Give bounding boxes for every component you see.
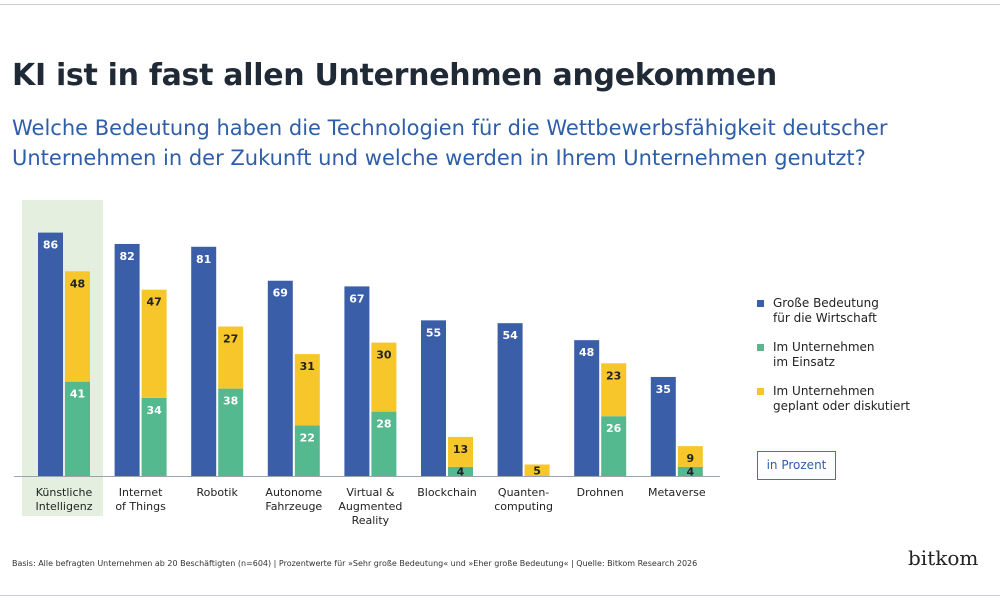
bar-green bbox=[218, 388, 244, 476]
category-label: Virtual & bbox=[346, 486, 394, 499]
unit-label: in Prozent bbox=[757, 451, 836, 480]
bar-yellow bbox=[141, 289, 167, 398]
legend-label: für die Wirtschaft bbox=[773, 311, 877, 325]
bar-blue bbox=[191, 246, 217, 476]
bar-blue bbox=[344, 286, 370, 476]
legend-item-green: Im Unternehmen im Einsatz bbox=[757, 340, 910, 370]
bar-blue bbox=[114, 243, 140, 476]
legend-label: Im Unternehmen bbox=[773, 340, 875, 354]
bar-green bbox=[141, 397, 167, 476]
bar-green bbox=[371, 411, 397, 476]
legend-label: Im Unternehmen bbox=[773, 384, 875, 398]
category-label: Drohnen bbox=[577, 486, 624, 499]
data-label-blue: 54 bbox=[502, 329, 518, 342]
legend-item-blue: Große Bedeutung für die Wirtschaft bbox=[757, 296, 910, 326]
legend-label: im Einsatz bbox=[773, 355, 835, 369]
category-label: computing bbox=[494, 500, 553, 513]
data-label-blue: 69 bbox=[273, 287, 288, 300]
bar-blue bbox=[497, 323, 523, 476]
category-label: Künstliche bbox=[36, 486, 93, 499]
category-label: Robotik bbox=[197, 486, 239, 499]
data-label-blue: 81 bbox=[196, 253, 211, 266]
bar-blue bbox=[267, 280, 293, 476]
data-label-yellow: 27 bbox=[223, 333, 238, 346]
subtitle: Welche Bedeutung haben die Technologien … bbox=[12, 116, 888, 170]
data-label-green: 28 bbox=[376, 418, 391, 431]
data-label-yellow: 5 bbox=[533, 464, 541, 477]
bar-green bbox=[601, 416, 627, 476]
bar-yellow bbox=[448, 436, 473, 467]
legend-item-yellow: Im Unternehmen geplant oder diskutiert bbox=[757, 384, 910, 414]
data-label-blue: 86 bbox=[43, 239, 59, 252]
bar-blue bbox=[38, 232, 63, 476]
bar-yellow bbox=[371, 342, 397, 412]
bar-yellow bbox=[524, 464, 550, 476]
data-label-green: 38 bbox=[223, 395, 238, 408]
data-label-yellow: 13 bbox=[453, 443, 468, 456]
category-label: of Things bbox=[115, 500, 166, 513]
data-label-yellow: 23 bbox=[606, 369, 621, 382]
bitkom-logo: bitkom bbox=[908, 546, 979, 570]
category-label: Internet bbox=[119, 486, 163, 499]
bar-blue bbox=[574, 340, 600, 476]
data-label-green: 22 bbox=[300, 431, 315, 444]
category-label: Blockchain bbox=[417, 486, 477, 499]
legend: Große Bedeutung für die Wirtschaft Im Unt… bbox=[757, 296, 910, 428]
legend-label: geplant oder diskutiert bbox=[773, 399, 910, 413]
bar-blue bbox=[650, 376, 676, 476]
bar-yellow bbox=[677, 446, 703, 467]
bar-green bbox=[448, 466, 473, 476]
data-label-green: 4 bbox=[686, 465, 694, 478]
category-label: Augmented bbox=[338, 500, 402, 513]
bar-green bbox=[294, 425, 320, 476]
footer-source: Basis: Alle befragten Unternehmen ab 20 … bbox=[12, 559, 698, 568]
page-title: KI ist in fast allen Unternehmen angekom… bbox=[12, 58, 777, 93]
category-label: Intelligenz bbox=[36, 500, 93, 513]
category-label: Reality bbox=[352, 514, 390, 527]
data-label-yellow: 9 bbox=[686, 452, 694, 465]
data-label-blue: 55 bbox=[426, 326, 441, 339]
data-label-yellow: 48 bbox=[70, 277, 85, 290]
data-label-yellow: 31 bbox=[300, 360, 315, 373]
category-label: Autonome bbox=[265, 486, 322, 499]
bar-yellow bbox=[601, 363, 627, 417]
bar-blue bbox=[421, 320, 446, 476]
category-label: Quanten- bbox=[498, 486, 549, 499]
data-label-blue: 82 bbox=[119, 250, 134, 263]
bar-yellow bbox=[294, 354, 320, 426]
data-label-green: 4 bbox=[457, 465, 465, 478]
category-label: Fahrzeuge bbox=[265, 500, 322, 513]
data-label-green: 26 bbox=[606, 422, 622, 435]
legend-swatch bbox=[757, 388, 764, 395]
bar-yellow bbox=[218, 326, 244, 389]
data-label-yellow: 47 bbox=[146, 296, 161, 309]
data-label-blue: 67 bbox=[349, 292, 364, 305]
data-label-green: 41 bbox=[70, 388, 85, 401]
data-label-green: 34 bbox=[146, 404, 162, 417]
data-label-blue: 35 bbox=[656, 383, 671, 396]
data-label-blue: 48 bbox=[579, 346, 594, 359]
top-rule bbox=[0, 4, 1000, 5]
bottom-rule bbox=[0, 595, 1000, 596]
bar-green bbox=[65, 381, 90, 476]
legend-swatch bbox=[757, 344, 764, 351]
bar-green bbox=[677, 466, 703, 476]
legend-swatch bbox=[757, 300, 764, 307]
category-label: Metaverse bbox=[648, 486, 706, 499]
data-label-yellow: 30 bbox=[376, 349, 392, 362]
legend-label: Große Bedeutung bbox=[773, 296, 879, 310]
bar-yellow bbox=[65, 271, 90, 382]
